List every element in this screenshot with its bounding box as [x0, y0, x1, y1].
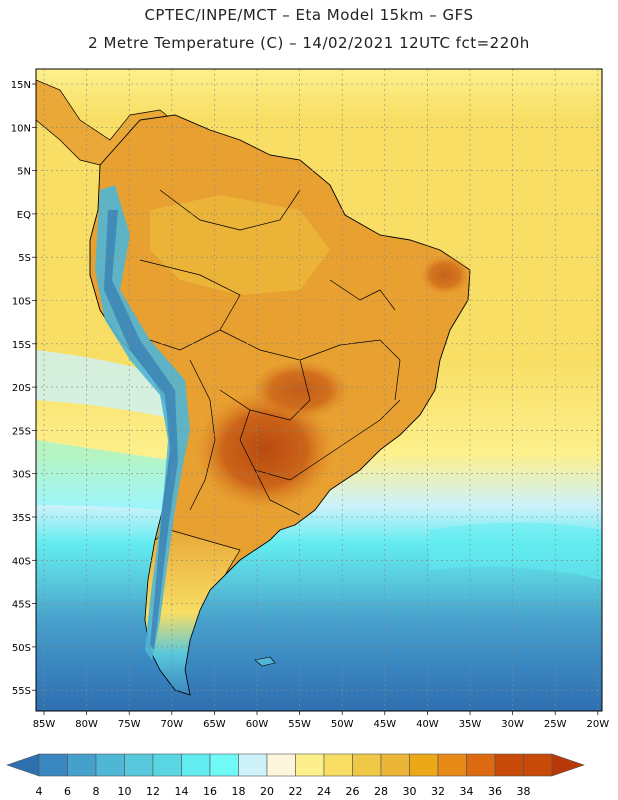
- colorbar-box: [152, 753, 182, 777]
- lon-label-25W: 25W: [544, 719, 567, 730]
- lat-label-45S: 45S: [12, 600, 31, 611]
- patagonia: [144, 529, 241, 696]
- colorbar-tick-36: 36: [488, 785, 502, 798]
- colorbar-tick-34: 34: [460, 785, 474, 798]
- colorbar: 4 6 8 10 12 14 16 18 20 22 24 26 28 30 32 34 36 38: [6, 753, 585, 798]
- lat-label-55S: 55S: [12, 686, 31, 697]
- colorbar-arrow-low: [6, 753, 40, 777]
- lat-label-30S: 30S: [12, 470, 31, 481]
- latitude-labels: 15N 10N 5N EQ 5S 10S 15S 20S 25S 30S 35S 40S 45S 50S 5…: [11, 80, 36, 697]
- colorbar-tick-30: 30: [403, 785, 417, 798]
- lon-label-85W: 85W: [33, 719, 56, 730]
- lat-label-20S: 20S: [12, 383, 31, 394]
- lat-label-40S: 40S: [12, 556, 31, 567]
- colorbar-box: [323, 753, 353, 777]
- country-borders: [139, 189, 401, 516]
- atlantic-cold-band: [430, 522, 602, 580]
- andes-coldest: [104, 210, 178, 650]
- title-line-1: CPTEC/INPE/MCT – Eta Model 15km – GFS: [144, 6, 474, 24]
- lat-label-25S: 25S: [12, 426, 31, 437]
- lon-label-30W: 30W: [501, 719, 524, 730]
- lat-label-5N: 5N: [17, 167, 31, 178]
- lon-label-45W: 45W: [373, 719, 396, 730]
- colorbar-box: [409, 753, 439, 777]
- colorbar-box: [295, 753, 325, 777]
- colorbar-tick-32: 32: [431, 785, 445, 798]
- colorbar-box: [494, 753, 524, 777]
- falkland-islands: [254, 656, 276, 667]
- colorbar-tick-24: 24: [317, 785, 331, 798]
- colorbar-box: [523, 753, 553, 777]
- colorbar-box: [466, 753, 496, 777]
- lon-label-60W: 60W: [246, 719, 269, 730]
- colorbar-box: [95, 753, 125, 777]
- lat-label-15N: 15N: [11, 80, 31, 91]
- colorbar-box: [124, 753, 154, 777]
- colorbar-box: [67, 753, 97, 777]
- title-line-2: 2 Metre Temperature (C) – 14/02/2021 12U…: [88, 34, 530, 52]
- lat-label-50S: 50S: [12, 643, 31, 654]
- colorbar-tick-16: 16: [203, 785, 217, 798]
- lat-label-15S: 15S: [12, 340, 31, 351]
- colorbar-box: [266, 753, 296, 777]
- lat-label-5S: 5S: [18, 253, 31, 264]
- colorbar-tick-38: 38: [517, 785, 531, 798]
- lat-label-35S: 35S: [12, 513, 31, 524]
- lon-label-80W: 80W: [75, 719, 98, 730]
- colorbar-box: [181, 753, 211, 777]
- colorbar-box: [209, 753, 239, 777]
- hot-core-northeast: [420, 255, 470, 295]
- colorbar-tick-28: 28: [374, 785, 388, 798]
- colorbar-box: [238, 753, 268, 777]
- colorbar-tick-12: 12: [146, 785, 160, 798]
- temperature-map: 15N 10N 5N EQ 5S 10S 15S 20S 25S 30S 35S 40S 45S 50S 5…: [11, 68, 609, 730]
- colorbar-tick-10: 10: [118, 785, 132, 798]
- colorbar-tick-4: 4: [36, 785, 43, 798]
- colorbar-tick-6: 6: [64, 785, 71, 798]
- colorbar-tick-20: 20: [260, 785, 274, 798]
- longitude-labels: 85W 80W 75W 70W 65W 60W 55W 50W 45W 40W 35W 30W 25W 2…: [33, 711, 609, 730]
- colorbar-tick-14: 14: [175, 785, 189, 798]
- lon-label-20W: 20W: [586, 719, 609, 730]
- colorbar-tick-22: 22: [289, 785, 303, 798]
- lat-label-10N: 10N: [11, 123, 31, 134]
- pacific-cool-band: [36, 350, 180, 420]
- lon-label-55W: 55W: [288, 719, 311, 730]
- lon-label-35W: 35W: [459, 719, 482, 730]
- lon-label-65W: 65W: [203, 719, 226, 730]
- colorbar-box: [38, 753, 68, 777]
- graticule: [36, 69, 602, 711]
- map-frame: [35, 68, 603, 712]
- pacific-cold-band: [36, 440, 170, 510]
- colorbar-box: [437, 753, 467, 777]
- lat-label-EQ: EQ: [17, 210, 31, 221]
- colorbar-box: [352, 753, 382, 777]
- colorbar-tick-8: 8: [93, 785, 100, 798]
- colorbar-tick-18: 18: [232, 785, 246, 798]
- colorbar-arrow-high: [551, 753, 585, 777]
- hot-core-center: [250, 360, 350, 420]
- lat-label-10S: 10S: [12, 297, 31, 308]
- lon-label-70W: 70W: [160, 719, 183, 730]
- colorbar-box: [380, 753, 410, 777]
- lon-label-50W: 50W: [331, 719, 354, 730]
- amazon-region: [150, 195, 330, 295]
- lon-label-75W: 75W: [118, 719, 141, 730]
- colorbar-tick-26: 26: [346, 785, 360, 798]
- lon-label-40W: 40W: [416, 719, 439, 730]
